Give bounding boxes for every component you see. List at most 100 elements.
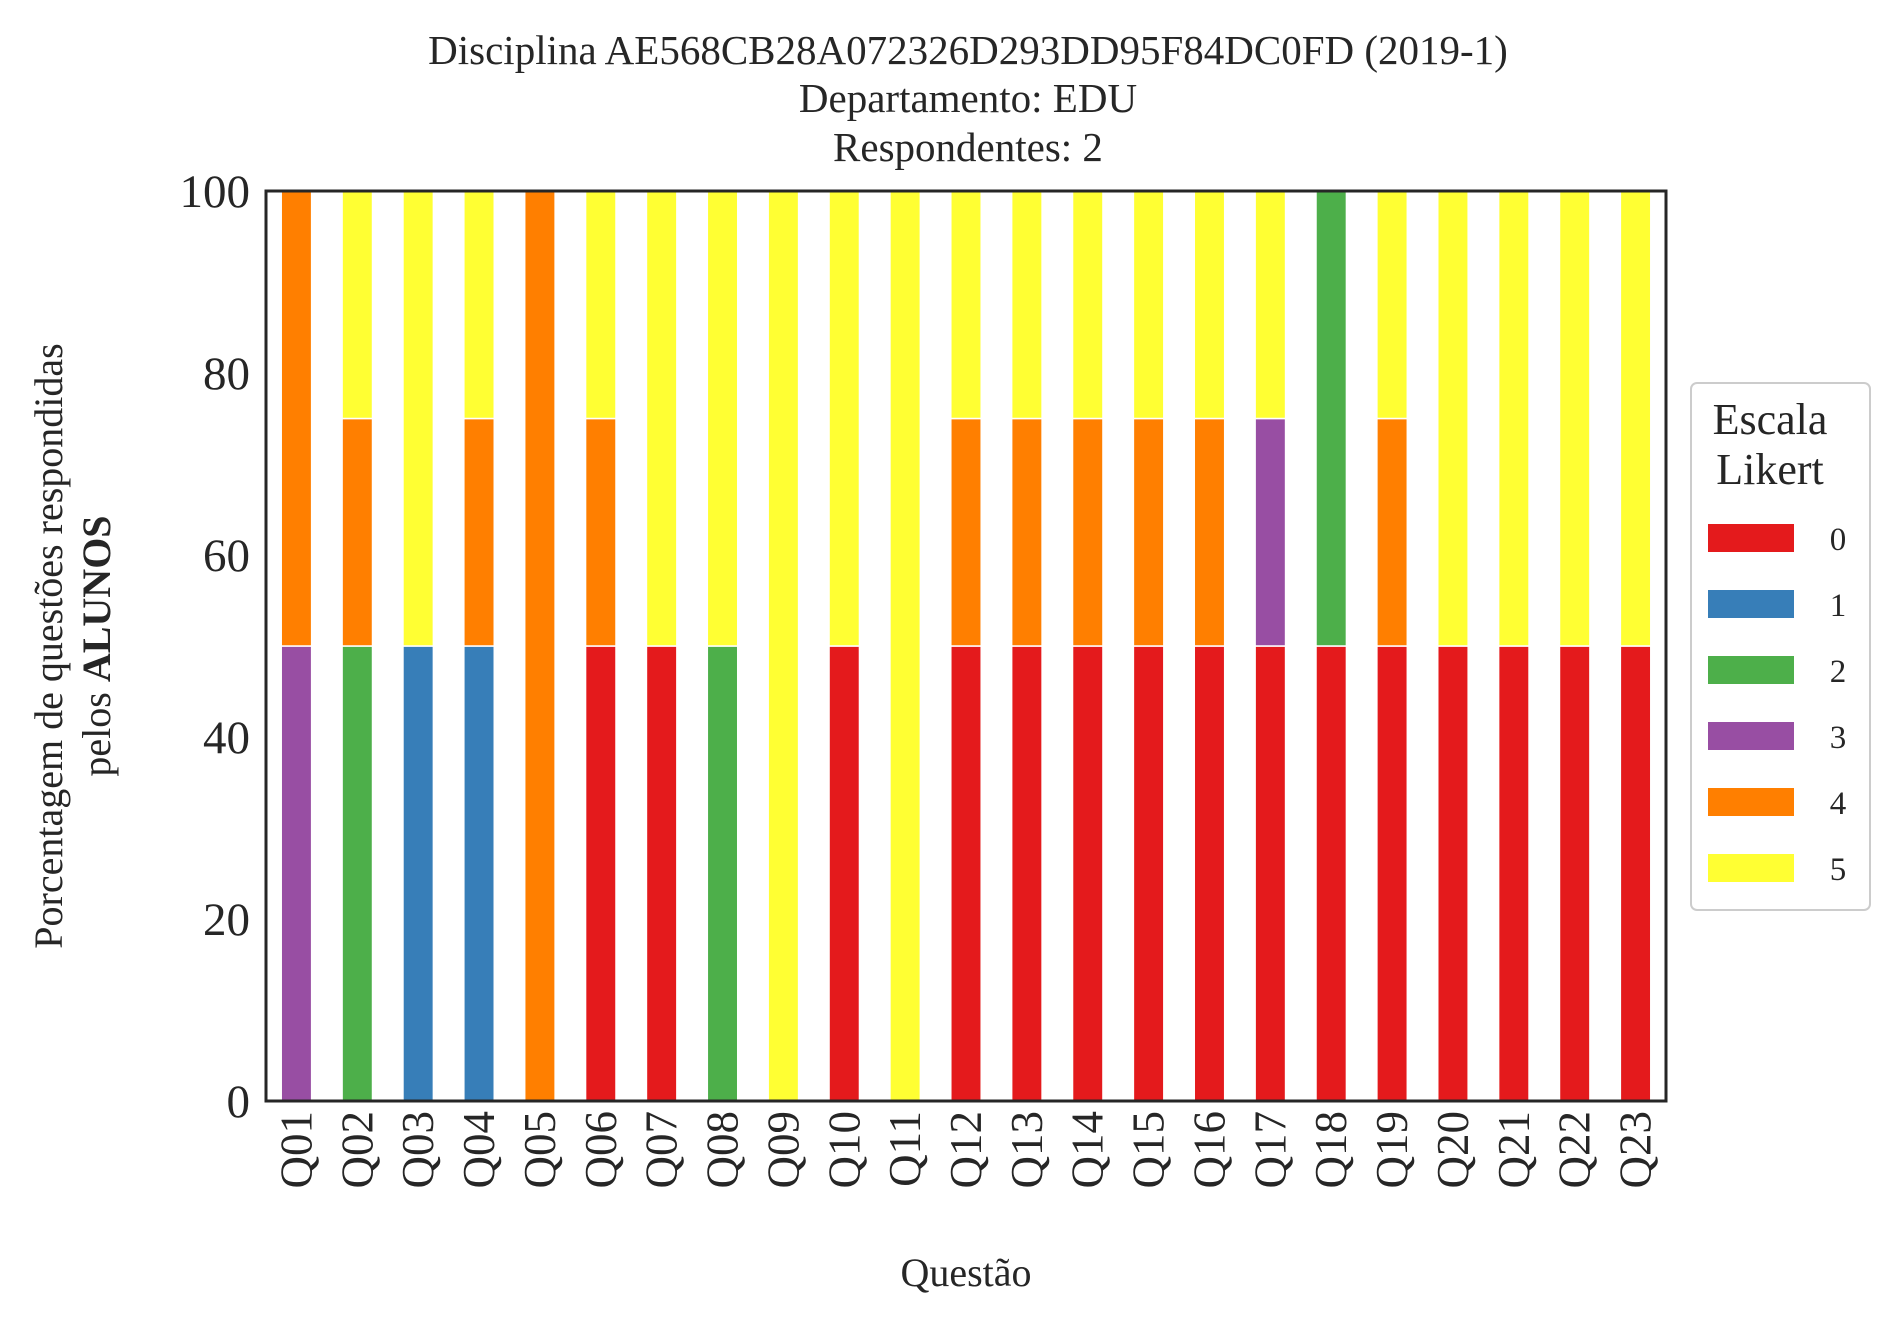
bar-Q23-level-0: [1619, 645, 1652, 1102]
x-tick-label: Q22: [1550, 1111, 1600, 1189]
x-tick-label: Q07: [637, 1111, 687, 1189]
legend-swatch-0: [1708, 524, 1794, 552]
x-tick-label: Q04: [454, 1111, 504, 1189]
bar-Q04-level-1: [463, 645, 496, 1102]
y-tick-label: 40: [203, 712, 250, 764]
x-axis-label: Questão: [900, 1250, 1031, 1295]
bar-Q14-level-5: [1071, 190, 1104, 420]
bar-Q21-level-5: [1497, 190, 1530, 647]
bar-Q08-level-5: [706, 190, 739, 647]
x-tick-label: Q20: [1428, 1111, 1478, 1189]
legend-swatch-4: [1708, 788, 1794, 816]
legend-title-line-2: Likert: [1716, 445, 1824, 494]
bar-Q14-level-0: [1071, 645, 1104, 1102]
legend-swatch-1: [1708, 590, 1794, 618]
bar-Q02-level-5: [341, 190, 374, 420]
bar-Q02-level-4: [341, 417, 374, 647]
legend-label-1: 1: [1830, 588, 1847, 624]
legend-title-line-1: Escala: [1713, 395, 1828, 444]
bar-Q18-level-2: [1315, 190, 1348, 647]
x-tick-label: Q17: [1245, 1111, 1295, 1189]
bar-Q03-level-1: [402, 645, 435, 1102]
bar-Q06-level-0: [584, 645, 617, 1102]
legend-label-5: 5: [1830, 852, 1847, 888]
bar-Q17-level-3: [1254, 417, 1287, 647]
x-tick-label: Q18: [1306, 1111, 1356, 1189]
bar-Q15-level-5: [1132, 190, 1165, 420]
bar-Q09-level-5: [767, 190, 800, 1102]
bar-Q07-level-5: [645, 190, 678, 647]
plot-frame: [264, 189, 1668, 1103]
y-axis-label-bold: ALUNOS: [74, 515, 119, 682]
title-line-2: Departamento: EDU: [799, 75, 1137, 121]
x-tick-label: Q02: [332, 1111, 382, 1189]
legend-swatch-3: [1708, 722, 1794, 750]
bar-Q20-level-5: [1436, 190, 1469, 647]
bar-Q12-level-4: [950, 417, 982, 647]
bar-Q07-level-0: [645, 645, 678, 1102]
y-tick-label: 100: [180, 166, 251, 218]
x-tick-label: Q12: [941, 1111, 991, 1189]
title-line-1: Disciplina AE568CB28A072326D293DD95F84DC…: [428, 27, 1508, 73]
bar-Q17-level-0: [1254, 645, 1287, 1102]
legend-frame: [1690, 382, 1871, 911]
x-tick-label: Q05: [515, 1111, 565, 1189]
bar-Q15-level-4: [1132, 417, 1165, 647]
chart-title: Disciplina AE568CB28A072326D293DD95F84DC…: [428, 27, 1508, 170]
x-tick-label: Q01: [271, 1111, 321, 1189]
bar-Q14-level-4: [1071, 417, 1104, 647]
bar-Q16-level-0: [1193, 645, 1226, 1102]
y-axis-label: Porcentagem de questões respondidas pelo…: [26, 343, 119, 948]
x-tick-label: Q11: [880, 1111, 930, 1187]
bar-Q10-level-0: [828, 645, 861, 1102]
bar-Q04-level-5: [463, 190, 496, 420]
bar-Q19-level-0: [1376, 645, 1409, 1102]
bar-Q06-level-4: [584, 417, 617, 647]
x-axis-ticks: Q01 Q02 Q03 Q04 Q05 Q06 Q07 Q08 Q09 Q10 Q11 Q12 Q13 Q…: [271, 1111, 1660, 1189]
bar-Q13-level-0: [1010, 645, 1043, 1102]
y-tick-label: 80: [203, 348, 250, 400]
bar-Q16-level-5: [1193, 190, 1226, 420]
x-tick-label: Q09: [758, 1111, 808, 1189]
bar-Q04-level-4: [463, 417, 496, 647]
bar-Q19-level-5: [1376, 190, 1409, 420]
bar-Q17-level-5: [1254, 190, 1287, 420]
y-axis-label-prefix: pelos: [74, 682, 119, 776]
legend-label-4: 4: [1830, 786, 1847, 822]
bar-Q22-level-0: [1558, 645, 1591, 1102]
x-tick-label: Q21: [1489, 1111, 1539, 1189]
legend-swatch-5: [1708, 854, 1794, 882]
x-tick-label: Q13: [1002, 1111, 1052, 1189]
x-tick-label: Q06: [576, 1111, 626, 1189]
x-tick-label: Q03: [393, 1111, 443, 1189]
legend-label-3: 3: [1830, 720, 1847, 756]
bar-Q01-level-3: [280, 645, 313, 1102]
legend-label-2: 2: [1830, 654, 1847, 690]
bar-Q10-level-5: [828, 190, 861, 647]
bar-Q15-level-0: [1132, 645, 1165, 1102]
bar-Q12-level-5: [950, 190, 982, 420]
bar-Q03-level-5: [402, 190, 435, 647]
x-tick-label: Q19: [1367, 1111, 1417, 1189]
legend-label-0: 0: [1830, 522, 1847, 558]
y-axis-label-line-2: pelos ALUNOS: [74, 515, 119, 776]
legend-items: 0 1 2 3 4 5: [1708, 522, 1846, 888]
x-tick-label: Q08: [698, 1111, 748, 1189]
bar-Q23-level-5: [1619, 190, 1652, 647]
x-tick-label: Q15: [1124, 1111, 1174, 1189]
x-tick-label: Q14: [1063, 1111, 1113, 1189]
y-axis-ticks: 0 20 40 60 80 100: [180, 166, 251, 1128]
y-axis-label-line-1: Porcentagem de questões respondidas: [26, 343, 71, 948]
bar-Q11-level-5: [889, 190, 922, 1102]
bar-Q01-level-4: [280, 190, 313, 647]
bar-Q05-level-4: [523, 190, 556, 1102]
legend-swatch-2: [1708, 656, 1794, 684]
y-tick-label: 20: [203, 894, 250, 946]
x-tick-label: Q16: [1184, 1111, 1234, 1189]
bar-Q20-level-0: [1436, 645, 1469, 1102]
bar-Q19-level-4: [1376, 417, 1409, 647]
legend: Escala Likert 0 1 2 3 4 5: [1690, 382, 1871, 911]
bar-Q12-level-0: [950, 645, 982, 1102]
bar-Q06-level-5: [584, 190, 617, 420]
